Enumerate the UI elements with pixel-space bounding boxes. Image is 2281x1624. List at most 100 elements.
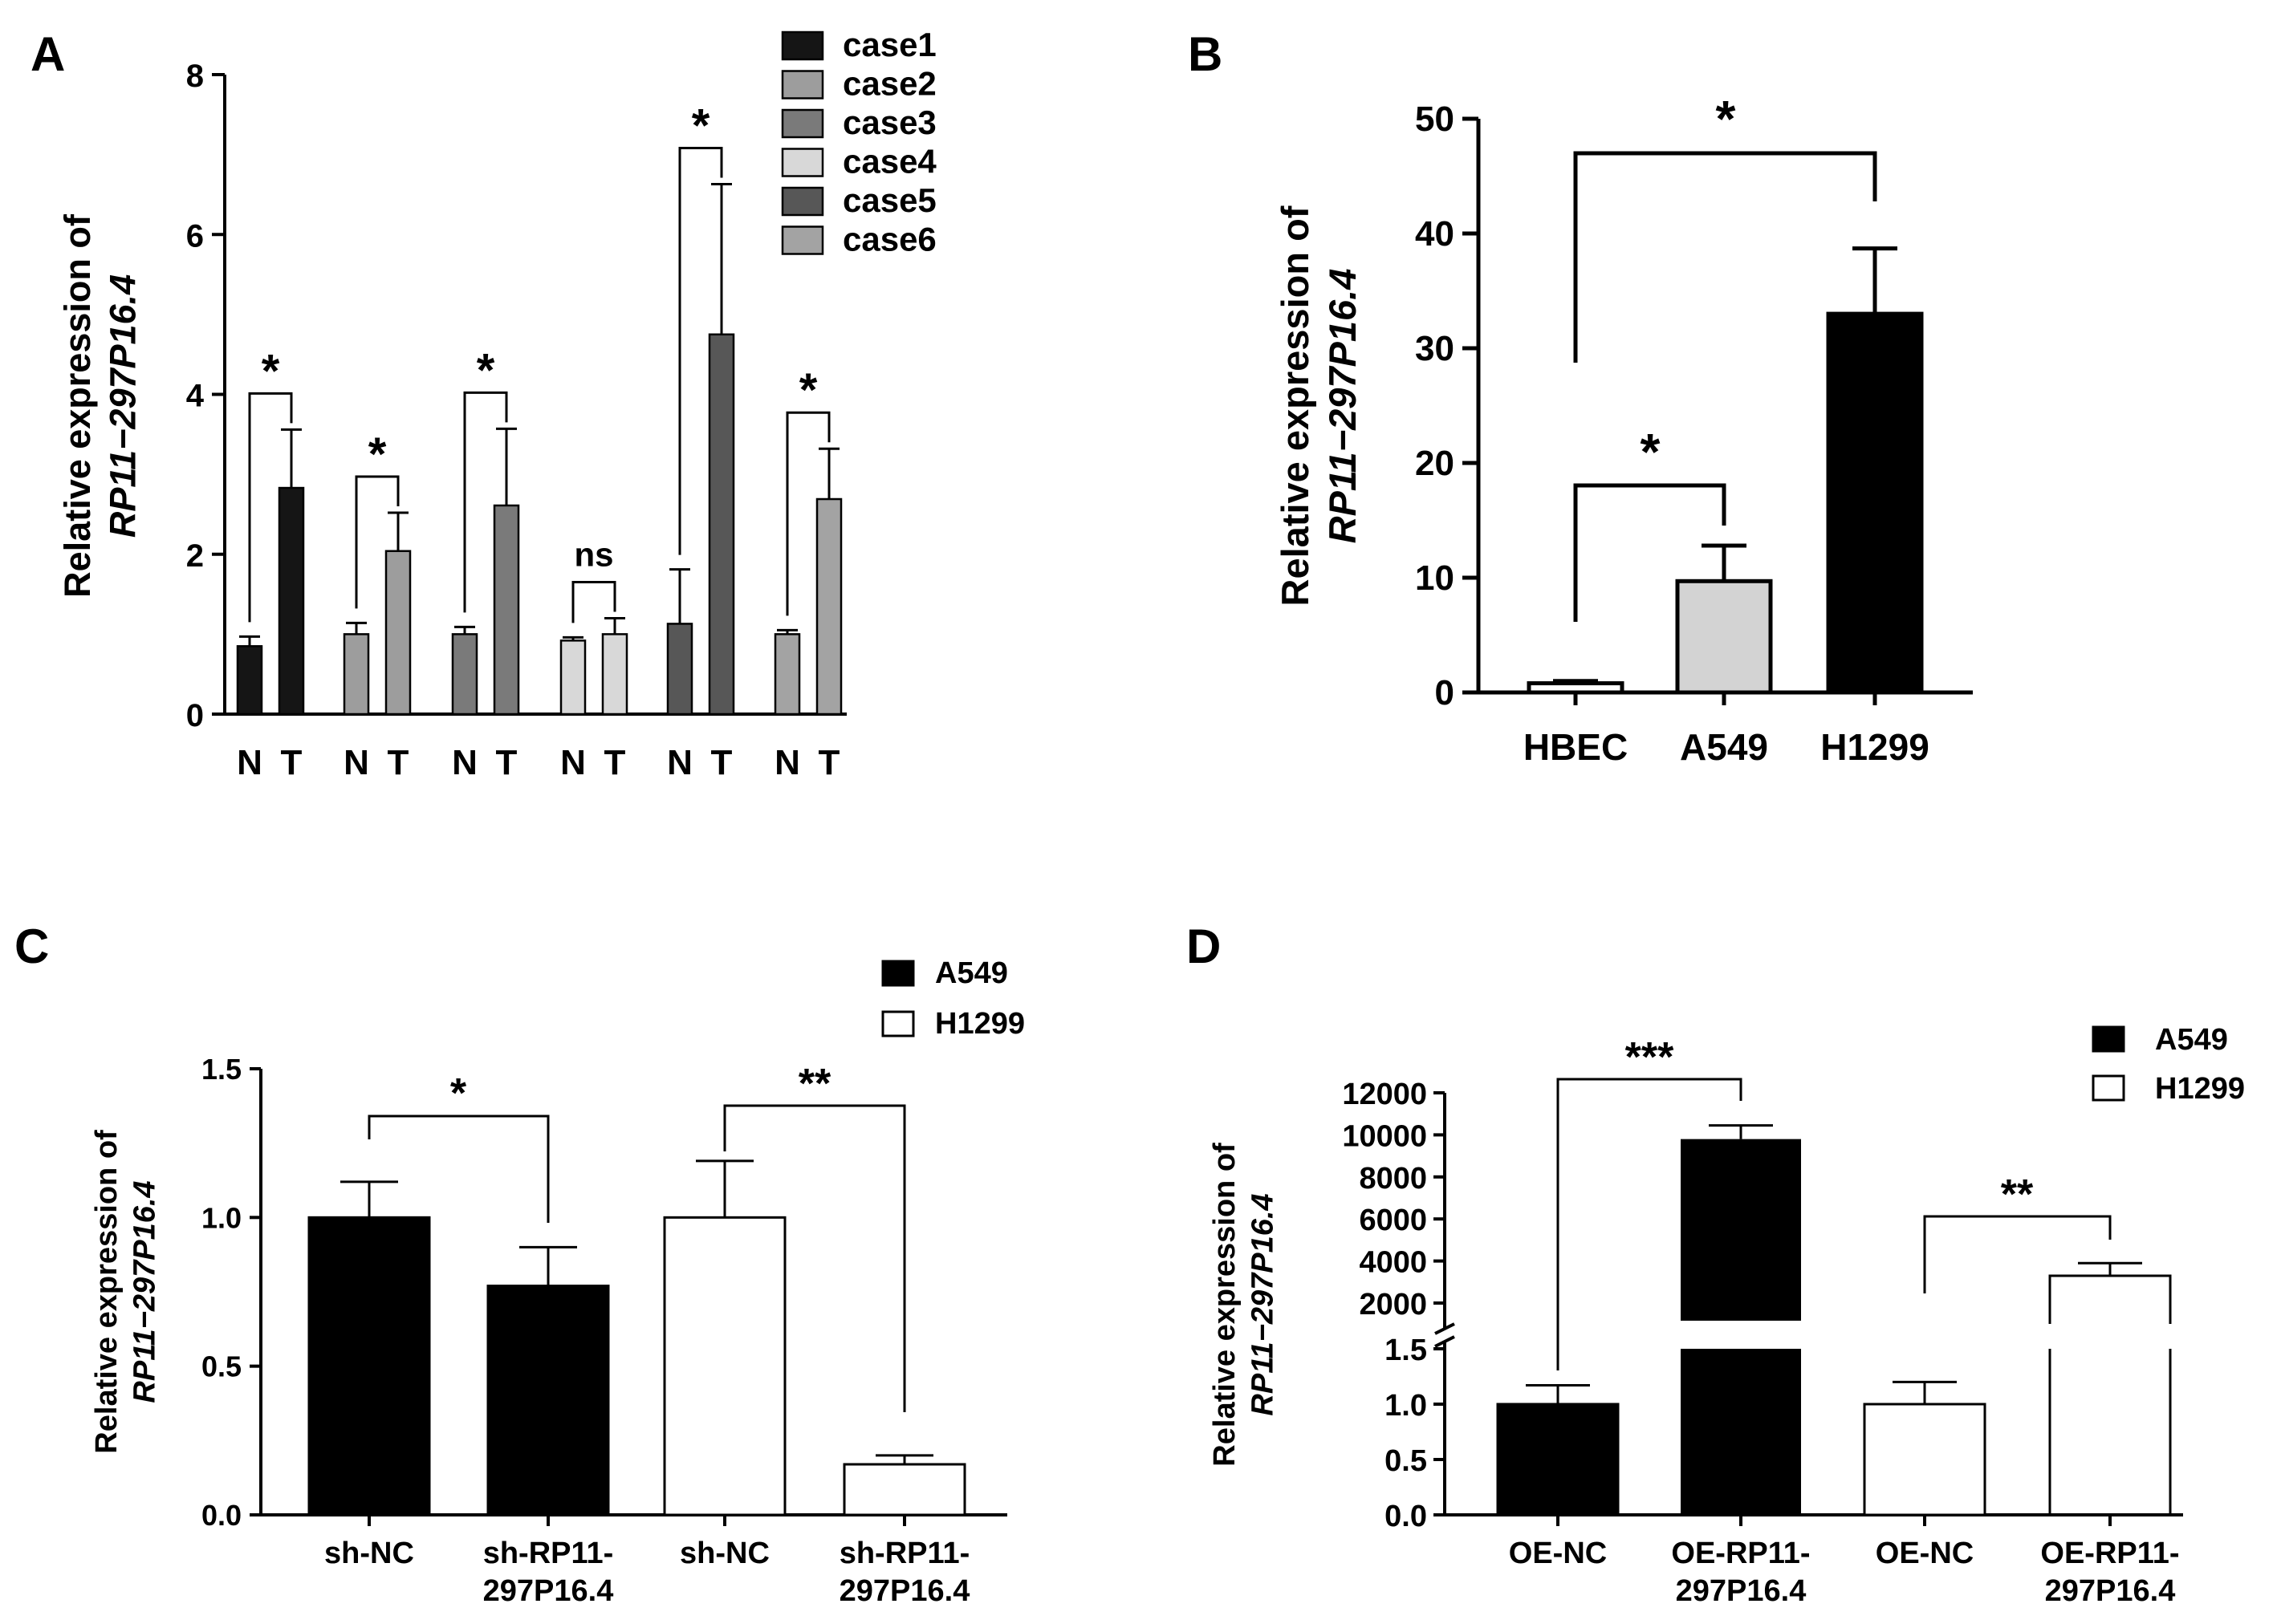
significance-bracket-a549 [1556, 1078, 1742, 1370]
bar-h1299 [1826, 311, 1924, 695]
x-tick-label: OE-NC [1509, 1537, 1607, 1570]
x-tick-label-line2: 297P16.4 [2045, 1574, 2176, 1608]
bar-case2-N [343, 633, 370, 716]
bar-case1-T [278, 486, 305, 716]
y-tick-label: 4 [186, 379, 205, 414]
bar-0 [307, 1216, 431, 1516]
bar-2 [1863, 1403, 1986, 1516]
significance-bracket-case1 [248, 392, 293, 623]
y-tick-label: 4000 [1359, 1246, 1427, 1280]
bar-case4-N [559, 639, 587, 716]
x-tick-label-n: N [667, 743, 693, 782]
significance-label-a549: * [450, 1070, 467, 1117]
legend-label: case6 [843, 221, 937, 258]
x-tick-label-n: N [452, 743, 478, 782]
x-tick-label-a549: A549 [1680, 726, 1768, 768]
y-axis-label: Relative expression of RP11−297P16.4 [1208, 1143, 1280, 1467]
x-tick-label-t: T [604, 743, 626, 782]
legend-label: H1299 [935, 1007, 1025, 1041]
y-axis-label-line1: Relative expression of [1274, 205, 1316, 606]
significance-bracket-hbec-h1299 [1573, 151, 1877, 363]
y-axis-label: Relative expression of RP11−297P16.4 [1274, 205, 1364, 606]
y-axis-label-line1: Relative expression of [1208, 1143, 1242, 1467]
y-tick-label: 0.5 [201, 1350, 242, 1383]
x-tick-label-n: N [344, 743, 369, 782]
x-tick-label-t: T [819, 743, 840, 782]
significance-label-h1299: ** [2001, 1171, 2034, 1218]
x-tick-label-hbec: HBEC [1523, 726, 1628, 768]
legend-label: case5 [843, 181, 937, 219]
x-tick-label: sh-NC [324, 1537, 414, 1570]
bar-case5-T [708, 333, 735, 716]
significance-bracket-case4 [571, 580, 616, 623]
y-tick-label: 2 [186, 538, 204, 574]
significance-bracket-hbec-a549 [1573, 483, 1726, 622]
bar-2 [663, 1216, 787, 1516]
bar-case2-T [384, 550, 412, 716]
bar-case1-N [236, 645, 263, 716]
y-tick-label: 20 [1415, 444, 1454, 483]
y-tick-label: 2000 [1359, 1288, 1427, 1322]
y-tick-label: 10000 [1342, 1119, 1427, 1153]
y-axis-label-line2: RP11−297P16.4 [128, 1180, 162, 1403]
bar-0 [1496, 1403, 1620, 1516]
x-tick-label-line2: 297P16.4 [840, 1574, 970, 1608]
significance-bracket-h1299 [1923, 1215, 2112, 1293]
significance-label-case6: * [799, 364, 818, 416]
y-tick-label: 8000 [1359, 1162, 1427, 1196]
legend-swatch-a549 [2092, 1025, 2125, 1053]
x-tick-label-line2: 297P16.4 [483, 1574, 614, 1608]
significance-bracket-case3 [463, 391, 508, 613]
significance-bracket-case2 [355, 475, 400, 609]
legend-label: case3 [843, 104, 937, 141]
y-tick-label: 30 [1415, 329, 1454, 368]
x-tick-label-n: N [237, 743, 262, 782]
y-axis-label: Relative expression of RP11−297P16.4 [57, 213, 143, 598]
legend-swatch-case4 [781, 148, 824, 177]
axis-break-mark [1434, 1335, 1455, 1348]
y-axis-label: Relative expression of RP11−297P16.4 [90, 1130, 162, 1454]
axis-break-mark [1434, 1322, 1455, 1335]
legend-label: A549 [935, 956, 1008, 990]
legend-swatch-case6 [781, 225, 824, 255]
y-axis-label-line1: Relative expression of [90, 1130, 124, 1454]
y-tick-label: 8 [186, 59, 204, 94]
significance-label-a549: *** [1625, 1034, 1674, 1081]
y-tick-label: 0 [186, 698, 204, 733]
panel-a: 0 2 4 6 8 Relative expression of RP11−297P16.4… [57, 26, 937, 782]
bar-upper-1 [1681, 1139, 1801, 1321]
y-tick-label: 1.5 [201, 1053, 242, 1086]
significance-label-case3: * [477, 344, 495, 396]
bar-upper-3 [2048, 1274, 2172, 1324]
significance-label-h1299: ** [799, 1061, 831, 1107]
y-tick-label: 1.0 [201, 1201, 242, 1234]
x-tick-label-line2: 297P16.4 [1676, 1574, 1807, 1608]
panel-label: B [1188, 27, 1222, 81]
y-tick-label: 50 [1415, 99, 1454, 139]
y-tick-label: 6 [186, 218, 204, 254]
x-tick-label-t: T [281, 743, 303, 782]
y-tick-label: 0.0 [201, 1499, 242, 1532]
x-tick-label-t: T [496, 743, 518, 782]
bar-lower-1 [1681, 1349, 1801, 1515]
significance-bracket-case5 [678, 146, 723, 555]
legend-swatch-case1 [781, 30, 824, 61]
y-tick-label: 40 [1415, 214, 1454, 254]
bar-hbec [1527, 681, 1624, 695]
x-tick-label-t: T [388, 743, 409, 782]
y-tick-label: 12000 [1342, 1078, 1427, 1111]
x-tick-label-n: N [775, 743, 800, 782]
significance-label-case1: * [262, 345, 280, 397]
legend-label: H1299 [2155, 1072, 2245, 1106]
x-tick-label-h1299: H1299 [1820, 726, 1929, 768]
x-tick-label-n: N [560, 743, 586, 782]
legend-swatch-case3 [781, 108, 824, 139]
x-tick-label: sh-RP11- [483, 1537, 614, 1570]
legend-swatch-h1299 [2092, 1074, 2125, 1102]
y-tick-label: 1.5 [1384, 1334, 1427, 1367]
bar-case3-T [493, 504, 520, 716]
y-tick-label: 0 [1435, 673, 1454, 713]
significance-label-hbec-h1299: * [1716, 90, 1736, 148]
legend-label: A549 [2155, 1023, 2228, 1057]
